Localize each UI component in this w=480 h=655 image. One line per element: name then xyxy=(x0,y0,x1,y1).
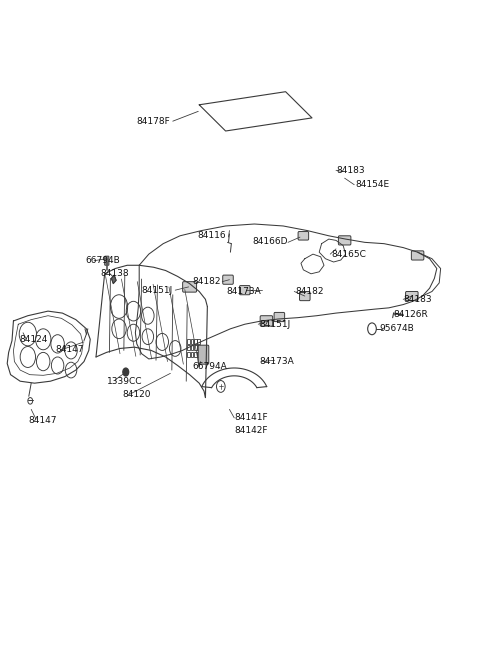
FancyBboxPatch shape xyxy=(182,282,197,292)
FancyBboxPatch shape xyxy=(274,312,285,322)
Bar xyxy=(191,352,193,357)
Text: 84173A: 84173A xyxy=(259,357,294,366)
Text: 84178F: 84178F xyxy=(137,117,170,126)
Bar xyxy=(197,352,200,357)
Text: 1339CC: 1339CC xyxy=(107,377,142,386)
Text: 66794A: 66794A xyxy=(192,362,227,371)
Bar xyxy=(194,352,197,357)
Text: 84120: 84120 xyxy=(122,390,151,399)
Text: 84182: 84182 xyxy=(192,277,221,286)
Text: 84154E: 84154E xyxy=(355,180,389,189)
FancyBboxPatch shape xyxy=(260,316,273,326)
FancyBboxPatch shape xyxy=(300,291,310,301)
Bar xyxy=(194,339,197,344)
Polygon shape xyxy=(111,275,116,284)
Text: 84182: 84182 xyxy=(295,287,324,296)
Bar xyxy=(197,345,200,350)
Text: 84126R: 84126R xyxy=(394,310,428,319)
Text: 84151J: 84151J xyxy=(259,320,290,329)
Bar xyxy=(191,339,193,344)
Text: 84166D: 84166D xyxy=(252,236,288,246)
Text: 95674B: 95674B xyxy=(379,324,414,333)
Text: 84124: 84124 xyxy=(19,335,48,344)
Text: 84165C: 84165C xyxy=(331,250,366,259)
Text: 84173A: 84173A xyxy=(227,287,262,296)
Text: 66794B: 66794B xyxy=(85,256,120,265)
Bar xyxy=(187,352,190,357)
Text: 84141F: 84141F xyxy=(234,413,268,422)
Circle shape xyxy=(123,368,129,376)
Text: 84147: 84147 xyxy=(29,416,57,425)
Text: 84116: 84116 xyxy=(197,231,226,240)
FancyBboxPatch shape xyxy=(411,251,424,260)
Text: 84142F: 84142F xyxy=(234,426,268,435)
FancyBboxPatch shape xyxy=(338,236,351,245)
Bar xyxy=(187,345,190,350)
Bar xyxy=(191,345,193,350)
FancyBboxPatch shape xyxy=(223,275,233,284)
Text: 84151J: 84151J xyxy=(142,286,173,295)
Bar xyxy=(187,339,190,344)
FancyBboxPatch shape xyxy=(406,291,418,301)
Text: 84147: 84147 xyxy=(55,345,84,354)
FancyBboxPatch shape xyxy=(240,286,250,295)
Bar xyxy=(197,339,200,344)
FancyBboxPatch shape xyxy=(298,231,309,240)
Text: 84138: 84138 xyxy=(101,269,130,278)
FancyBboxPatch shape xyxy=(105,256,109,265)
Text: 84183: 84183 xyxy=(336,166,365,175)
Text: 84183: 84183 xyxy=(403,295,432,304)
Bar xyxy=(194,345,197,350)
FancyBboxPatch shape xyxy=(198,345,209,364)
